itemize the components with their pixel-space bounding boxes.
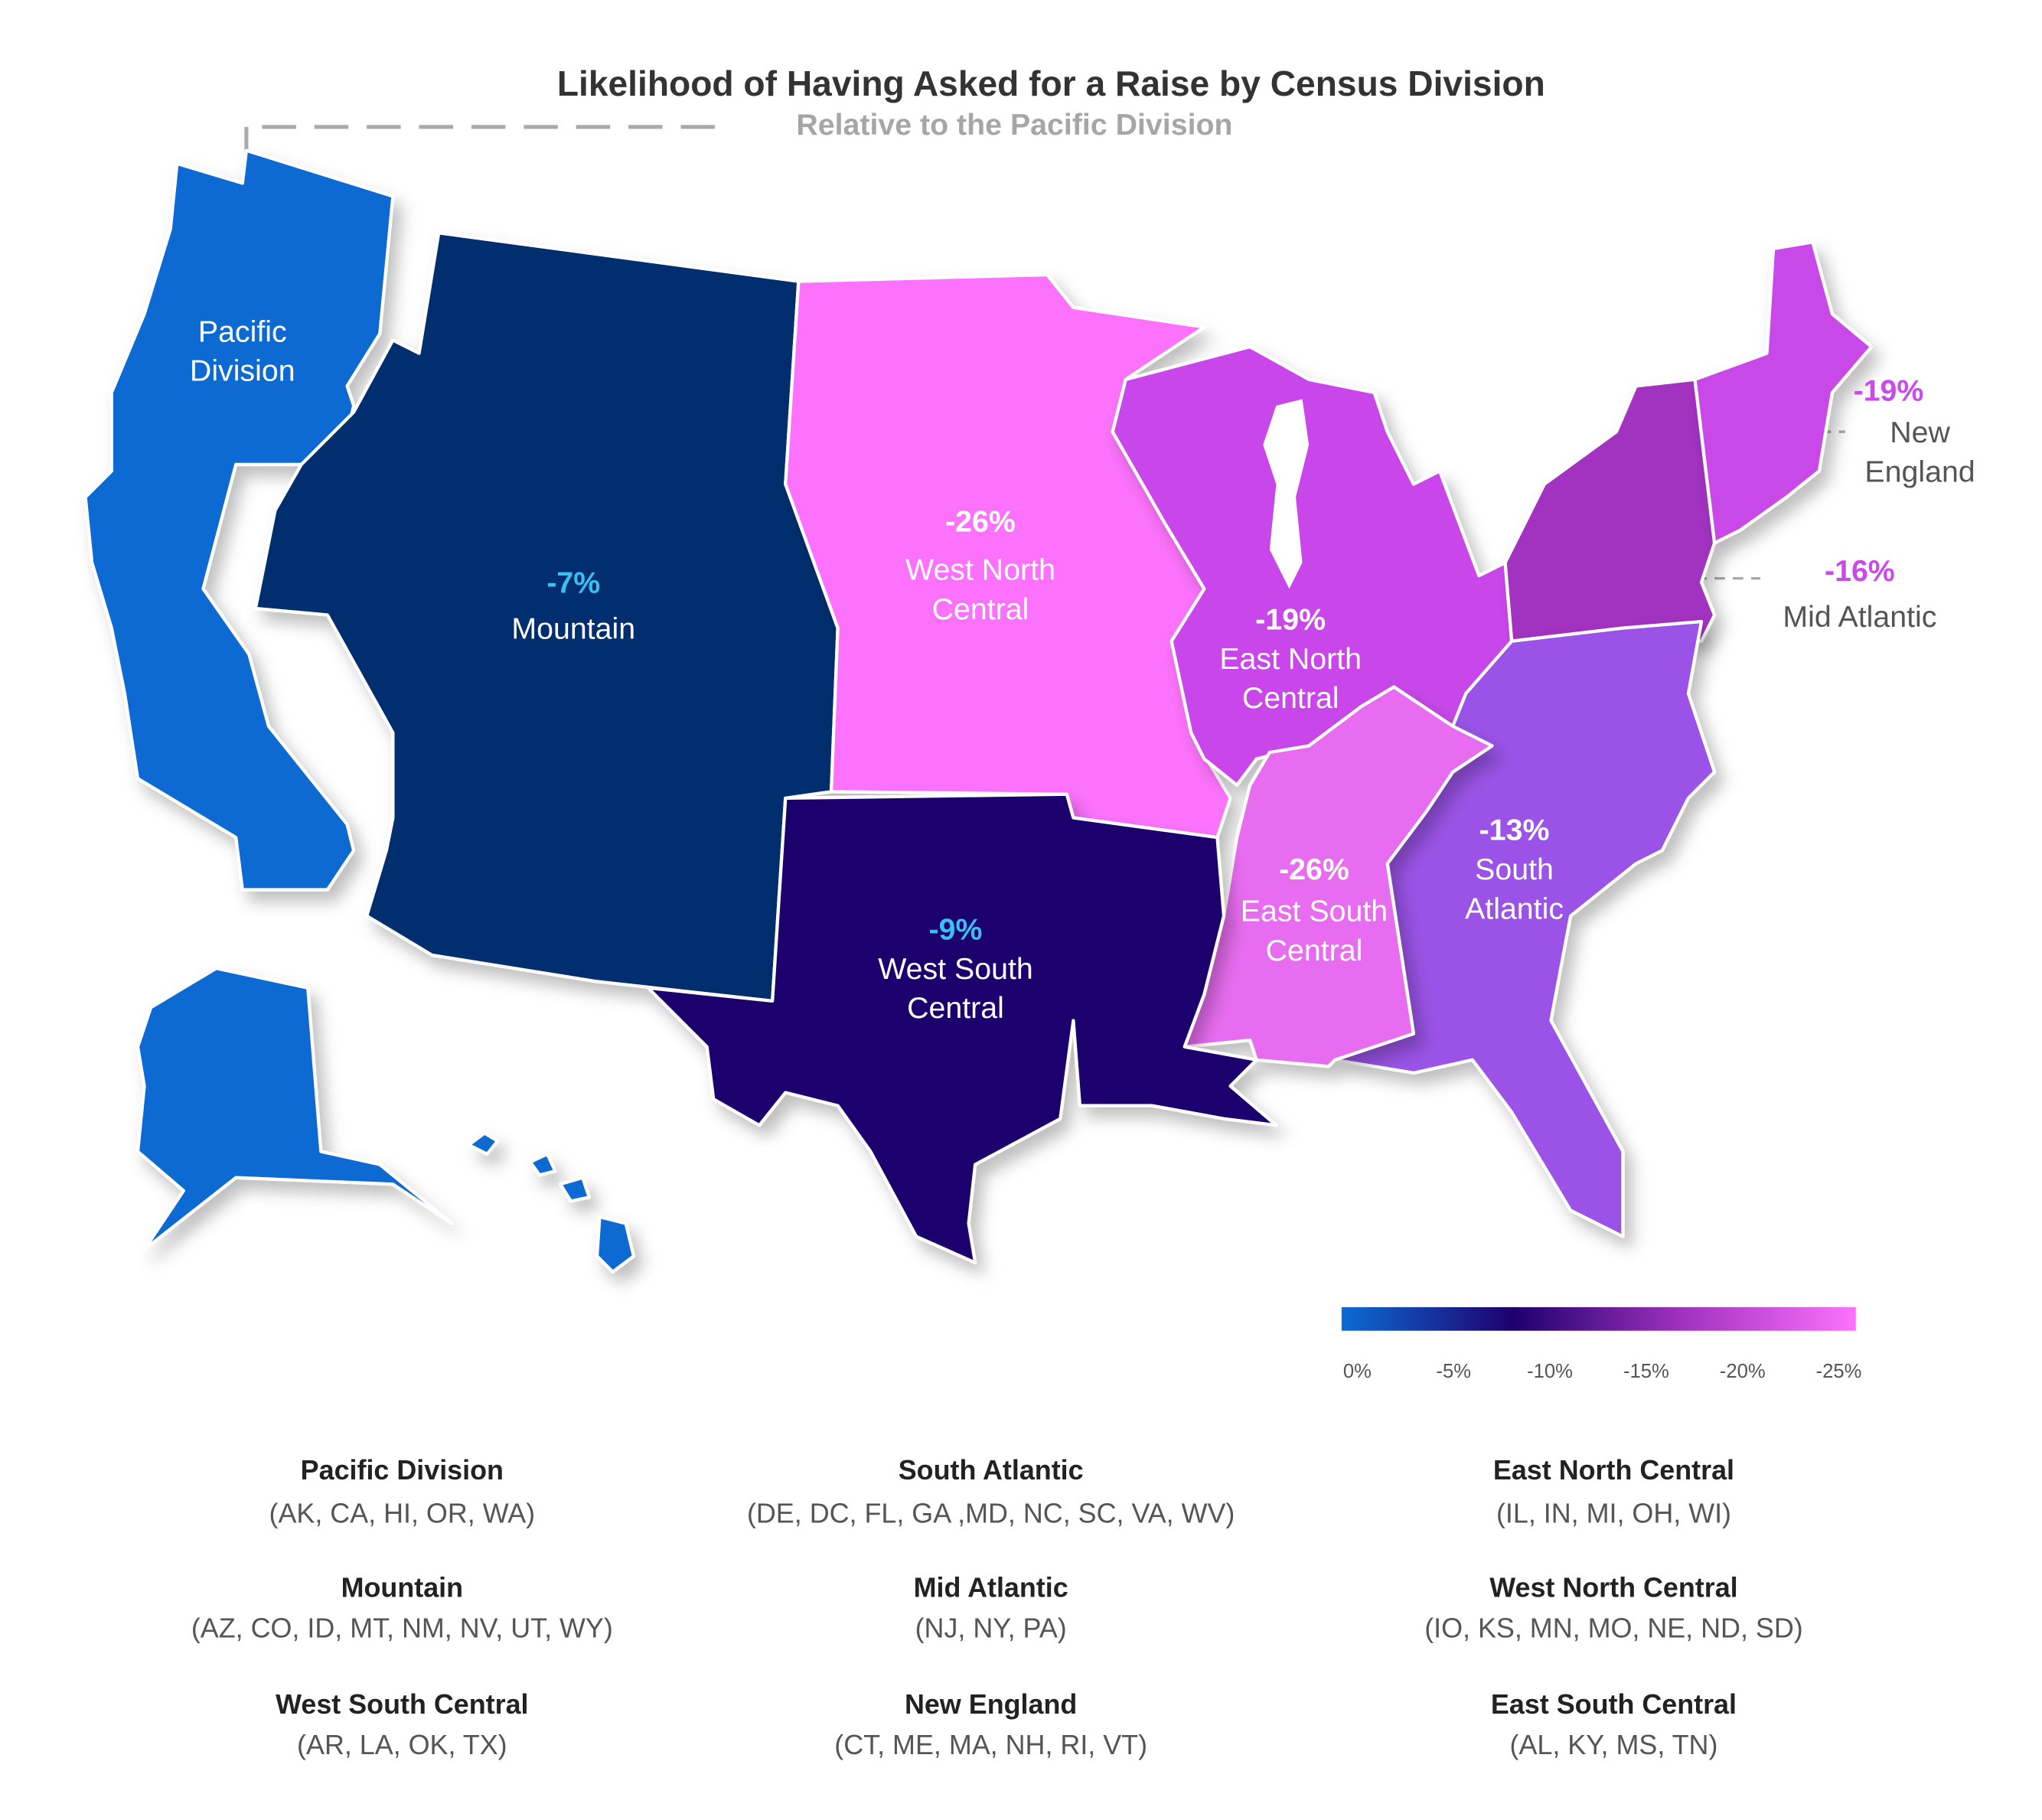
legend-tick-label: 0%: [1343, 1361, 1372, 1382]
region-shape: [528, 1152, 557, 1177]
region-value-label: -16%: [1825, 554, 1895, 588]
region-label: England: [1864, 455, 1975, 488]
legend-tick-label: -5%: [1436, 1361, 1471, 1382]
region-value-label: -9%: [929, 913, 983, 947]
division-states: (AR, LA, OK, TX): [297, 1730, 507, 1760]
region-shape: [467, 1131, 500, 1156]
region-label: West North: [905, 553, 1055, 587]
division-name: East North Central: [1493, 1455, 1734, 1486]
division-states: (IL, IN, MI, OH, WI): [1496, 1498, 1731, 1528]
division-key: Pacific Division (AK, CA, HI, OR, WA) Moun…: [191, 1455, 1803, 1760]
region-value-label: -19%: [1854, 373, 1924, 407]
region-label: Division: [190, 354, 295, 388]
map-shapes: [83, 148, 1874, 1274]
region: [1693, 240, 1874, 545]
region: [646, 792, 1278, 1264]
region-label: Central: [907, 991, 1004, 1025]
division-states: (IO, KS, MN, MO, NE, ND, SD): [1424, 1613, 1803, 1644]
division-states: (AZ, CO, ID, MT, NM, NV, UT, WY): [191, 1613, 613, 1644]
region-shape: [1693, 240, 1874, 545]
region-value-label: -19%: [1255, 602, 1326, 636]
region-shape: [1182, 685, 1494, 1068]
region-shape: [559, 1176, 591, 1203]
legend-tick-label: -25%: [1816, 1361, 1862, 1382]
division-states: (AL, KY, MS, TN): [1510, 1730, 1718, 1760]
region-label: East South: [1241, 895, 1388, 928]
region-shape: [1503, 377, 1717, 643]
region-shape: [646, 792, 1278, 1264]
division-states: (DE, DC, FL, GA ,MD, NC, SC, VA, WV): [747, 1498, 1235, 1528]
region: [1182, 685, 1494, 1068]
region-label: Mountain: [511, 612, 635, 645]
region-label: Central: [1266, 934, 1363, 967]
division-name: West South Central: [276, 1689, 528, 1720]
division-states: (CT, ME, MA, NH, RI, VT): [834, 1730, 1147, 1760]
lake: [1263, 399, 1310, 589]
division-states: (NJ, NY, PA): [915, 1613, 1067, 1644]
region-label: West South: [878, 952, 1033, 986]
region-label: Central: [932, 592, 1029, 626]
region: [1503, 377, 1717, 643]
division-name: Pacific Division: [301, 1455, 504, 1486]
region-label: Mid Atlantic: [1783, 600, 1936, 634]
division-states: (AK, CA, HI, OR, WA): [269, 1498, 536, 1528]
region-value-label: -26%: [1279, 853, 1349, 886]
region-label: New: [1890, 416, 1950, 449]
region-shape: [83, 148, 395, 892]
division-name: South Atlantic: [899, 1455, 1084, 1486]
region-label: East North: [1219, 642, 1362, 676]
region-label: Pacific: [198, 315, 287, 348]
chart-subtitle: Relative to the Pacific Division: [796, 108, 1232, 142]
division-name: West North Central: [1489, 1573, 1737, 1603]
region: [83, 148, 636, 1274]
region-label: Atlantic: [1465, 892, 1564, 925]
division-name: Mountain: [341, 1573, 463, 1603]
division-name: New England: [905, 1689, 1077, 1720]
chart-title: Likelihood of Having Asked for a Raise b…: [557, 64, 1545, 103]
color-legend: 0% -5% -10% -15% -20% -25%: [1341, 1306, 1862, 1382]
region-shape: [135, 967, 454, 1251]
region-label: Central: [1242, 681, 1339, 715]
legend-tick-label: -10%: [1527, 1361, 1573, 1382]
legend-bar: [1341, 1306, 1856, 1331]
region-shape: [595, 1215, 636, 1274]
map-labels: Pacific Division Mountain -7% West North Cent…: [190, 315, 1975, 1025]
legend-tick-label: -15%: [1623, 1361, 1669, 1382]
region-label: South: [1475, 853, 1554, 886]
region-value-label: -13%: [1479, 814, 1550, 847]
division-name: Mid Atlantic: [914, 1573, 1068, 1603]
division-name: East South Central: [1491, 1689, 1737, 1720]
legend-tick-label: -20%: [1720, 1361, 1766, 1382]
region-value-label: -26%: [945, 504, 1016, 538]
region-value-label: -7%: [546, 566, 600, 600]
